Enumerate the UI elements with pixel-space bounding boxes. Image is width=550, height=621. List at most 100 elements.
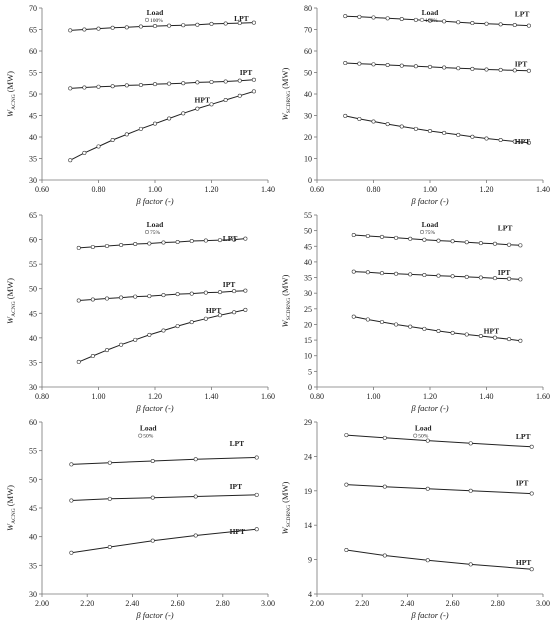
data-point-lpt <box>175 240 180 245</box>
data-point-hpt <box>492 335 497 340</box>
legend-title: Load <box>140 424 158 433</box>
data-point-lpt <box>90 244 95 249</box>
data-point-ipt <box>408 272 413 277</box>
data-point-hpt <box>189 320 194 325</box>
legend-title: Load <box>147 8 165 17</box>
data-point-lpt <box>450 239 455 244</box>
data-point-lpt <box>189 239 194 244</box>
y-tick-label: 25 <box>304 305 312 314</box>
data-point-ipt <box>518 277 523 282</box>
series-line-lpt <box>345 15 529 27</box>
data-point-lpt <box>232 237 237 242</box>
data-point-hpt <box>478 334 483 339</box>
data-point-lpt <box>507 242 512 247</box>
y-tick-label: 45 <box>29 309 37 318</box>
data-point-hpt <box>484 136 489 141</box>
data-point-ipt <box>436 273 441 278</box>
y-tick-label: 65 <box>29 211 37 220</box>
data-point-ipt <box>90 297 95 302</box>
data-point-ipt <box>512 68 517 73</box>
y-tick-label: 40 <box>304 90 312 99</box>
data-point-ipt <box>529 491 534 496</box>
series-label-lpt: LPT <box>223 234 238 243</box>
y-axis-label: WSCDRNG (MW) <box>280 68 292 121</box>
y-tick-label: 60 <box>304 47 312 56</box>
y-axis-label-main: W <box>5 109 15 117</box>
data-point-ipt <box>507 276 512 281</box>
y-tick-label: 60 <box>29 236 37 245</box>
data-point-hpt <box>82 150 87 155</box>
data-point-lpt <box>478 241 483 246</box>
data-point-ipt <box>413 64 418 69</box>
y-tick-label: 35 <box>29 155 37 164</box>
y-axis-label: WSCDRNG (MW) <box>280 482 292 535</box>
data-point-ipt <box>69 498 74 503</box>
y-tick-label: 60 <box>29 418 37 427</box>
data-point-ipt <box>181 81 186 86</box>
x-tick-label: 1.00 <box>423 185 437 194</box>
data-point-hpt <box>365 317 370 322</box>
data-point-ipt <box>385 62 390 67</box>
data-point-ipt <box>484 67 489 72</box>
data-point-hpt <box>379 319 384 324</box>
data-point-hpt <box>167 116 172 121</box>
data-point-lpt <box>428 18 433 23</box>
x-tick-label: 0.80 <box>310 392 324 401</box>
series-line-ipt <box>70 79 254 89</box>
y-tick-label: 10 <box>304 352 312 361</box>
y-tick-label: 15 <box>304 336 312 345</box>
data-point-ipt <box>153 82 158 87</box>
data-point-lpt <box>425 438 430 443</box>
data-point-hpt <box>518 338 523 343</box>
data-point-hpt <box>394 322 399 327</box>
data-point-lpt <box>512 22 517 27</box>
data-point-hpt <box>223 98 228 103</box>
chart-panel-scdrng-50: 4 9 14 19 24 29 2.00 2.20 2.40 2.60 2.80 3.00 β fact… <box>280 418 550 620</box>
series-label-hpt: HPT <box>195 96 210 105</box>
data-point-lpt <box>379 234 384 239</box>
chart-panel-scdrng-100: 0 10 20 30 40 50 60 70 80 0.60 0.80 1.00 1.20 1.40 β f… <box>280 4 550 206</box>
y-tick-label: 0 <box>308 383 312 392</box>
data-point-hpt <box>529 567 534 572</box>
legend-title: Load <box>422 8 440 17</box>
data-point-ipt <box>422 273 427 278</box>
y-tick-label: 55 <box>29 69 37 78</box>
data-point-lpt <box>104 243 109 248</box>
data-point-lpt <box>470 21 475 26</box>
data-point-hpt <box>251 89 256 94</box>
legend-marker-label: 75% <box>425 230 436 236</box>
data-point-hpt <box>209 102 214 107</box>
y-tick-label: 14 <box>304 521 312 530</box>
x-axis-label: β factor (-) <box>410 610 448 620</box>
legend-marker-label: 100% <box>425 18 438 24</box>
data-point-lpt <box>167 23 172 28</box>
legend-marker-label: 75% <box>150 230 161 236</box>
series-line-hpt <box>345 115 529 144</box>
y-tick-label: 4 <box>308 590 312 599</box>
y-tick-label: 29 <box>304 418 312 427</box>
legend-title: Load <box>415 424 433 433</box>
data-point-hpt <box>243 307 248 312</box>
data-point-lpt <box>343 14 348 19</box>
data-point-lpt <box>237 21 242 26</box>
data-point-lpt <box>147 241 152 246</box>
data-point-hpt <box>232 310 237 315</box>
x-tick-label: 1.20 <box>480 185 494 194</box>
data-point-lpt <box>203 238 208 243</box>
data-point-ipt <box>450 274 455 279</box>
series-line-hpt <box>346 549 532 570</box>
data-point-hpt <box>357 116 362 121</box>
data-point-hpt <box>464 332 469 337</box>
data-point-hpt <box>425 558 430 563</box>
data-point-ipt <box>498 67 503 72</box>
data-point-hpt <box>413 126 418 131</box>
x-tick-label: 2.60 <box>171 599 185 608</box>
data-point-ipt <box>82 85 87 90</box>
data-point-lpt <box>209 21 214 26</box>
x-axis-label: β factor (-) <box>410 403 448 413</box>
legend-marker <box>145 17 150 22</box>
data-point-lpt <box>484 21 489 26</box>
chart-panel-acng-75: 30 35 40 45 50 55 60 65 0.80 1.00 1.20 1.40 1.60 β fa… <box>5 211 275 413</box>
x-axis-label: β factor (-) <box>135 403 173 413</box>
data-point-lpt <box>365 233 370 238</box>
